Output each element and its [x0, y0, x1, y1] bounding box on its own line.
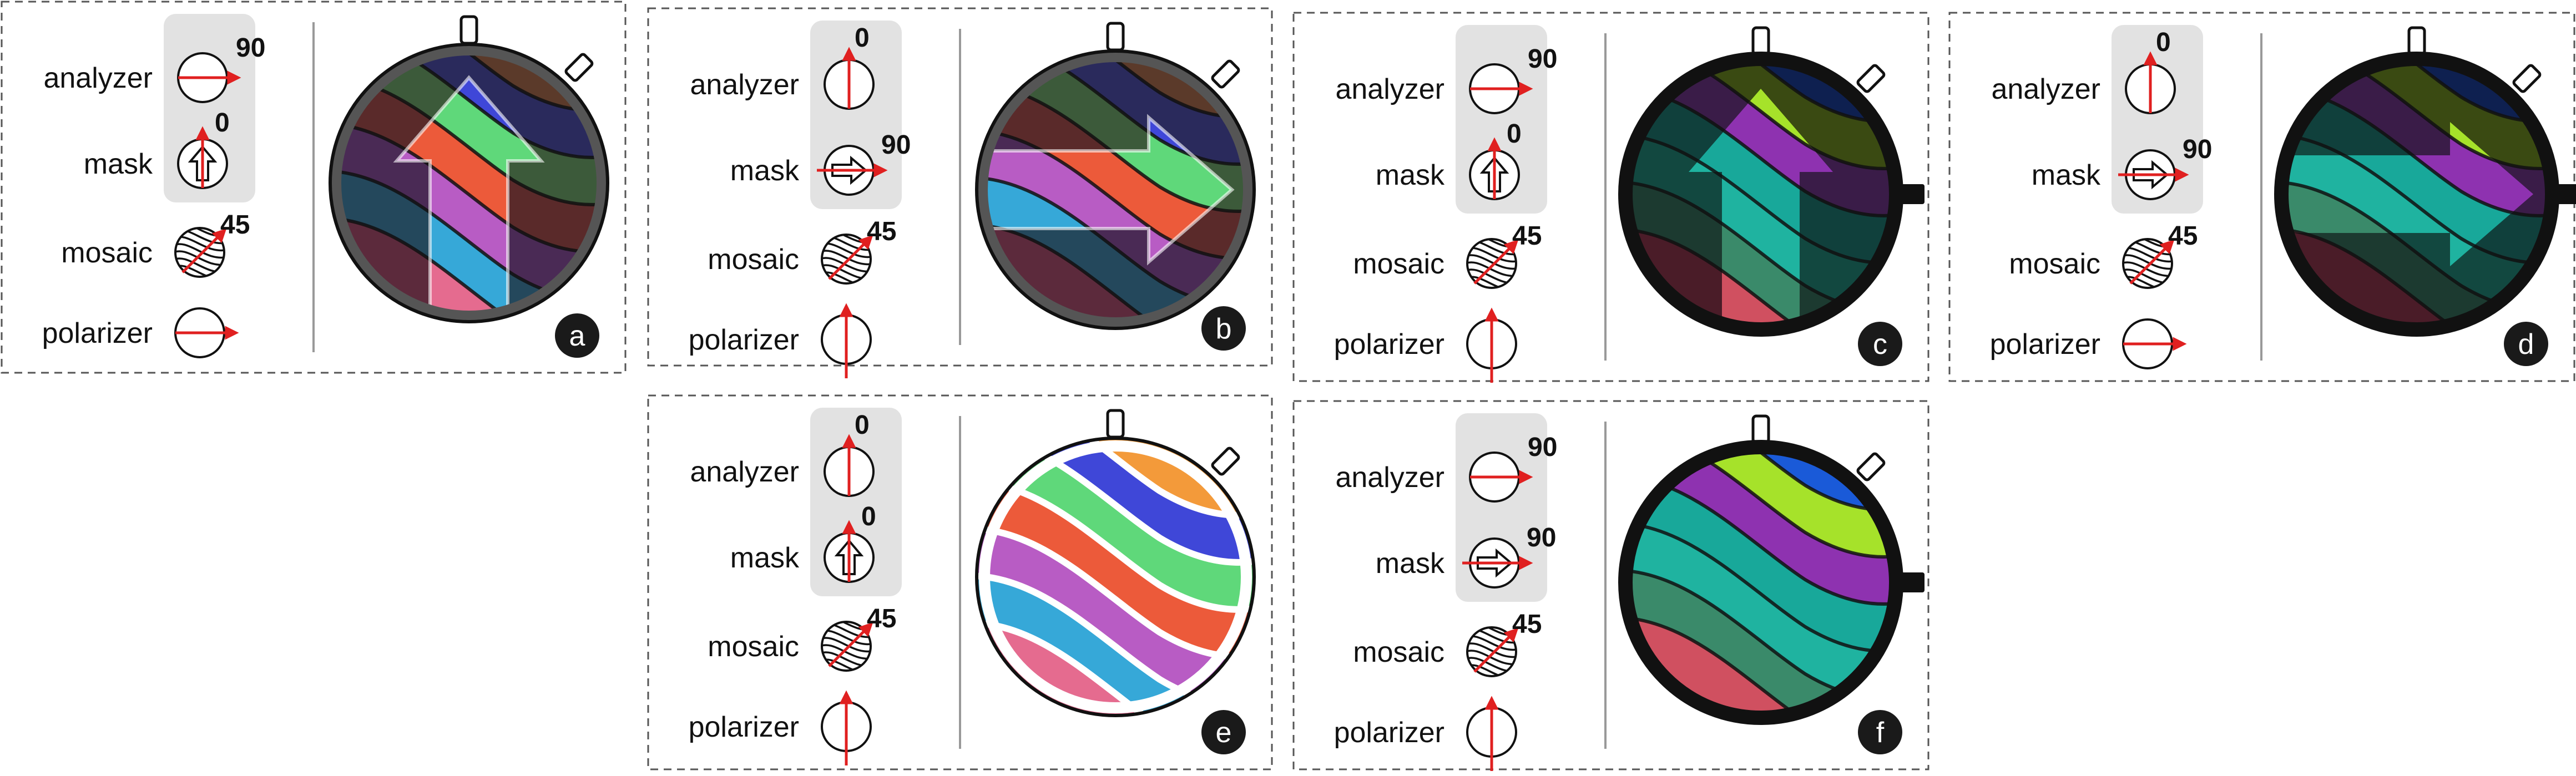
polarizer-label: polarizer: [689, 711, 799, 743]
mask-label: mask: [730, 155, 800, 187]
mosaic-angle: 45: [867, 217, 896, 246]
panel-f: analyzer mask mosaic polarizer 90 90 45 f: [1292, 400, 1930, 771]
analyzer-angle: 90: [1528, 433, 1557, 462]
panel-badge: [1201, 306, 1246, 351]
panel-frame: [1948, 12, 2575, 382]
polarizer-label: polarizer: [1990, 328, 2100, 361]
mask-angle: 0: [1507, 119, 1522, 149]
mosaic-angle: 45: [1512, 610, 1542, 639]
panel-d: analyzer mask mosaic polarizer 0 90 45 d: [1948, 12, 2576, 382]
mask-angle: 0: [215, 108, 230, 138]
mosaic-angle: 45: [220, 210, 250, 240]
mask-label: mask: [2032, 159, 2101, 191]
panel-frame: [1, 1, 627, 374]
mask-label: mask: [1376, 547, 1445, 580]
panel-frame: [1292, 400, 1930, 770]
panel-badge-letter: d: [2518, 328, 2534, 361]
panel-frame: [1292, 12, 1930, 382]
panel-badge-letter: f: [1876, 717, 1885, 749]
polarizer-label: polarizer: [42, 317, 153, 349]
mosaic-axis-arrow: [828, 622, 873, 667]
mask-label: mask: [730, 542, 800, 574]
mosaic-axis-arrow: [1473, 239, 1519, 285]
panel-a: analyzer mask mosaic polarizer 90 0 45 a: [1, 1, 627, 374]
mask-label: mask: [84, 148, 153, 180]
mosaic-label: mosaic: [1353, 636, 1444, 668]
analyzer-angle: 0: [855, 23, 870, 53]
mask-angle: 0: [861, 502, 876, 531]
mosaic-label: mosaic: [708, 244, 799, 276]
panel-c: analyzer mask mosaic polarizer 90 0 45 c: [1292, 12, 1930, 383]
analyzer-label: analyzer: [1991, 73, 2100, 105]
analyzer-angle: 0: [855, 410, 870, 440]
panel-frame: [647, 394, 1273, 770]
panel-frame: [647, 7, 1273, 367]
mosaic-label: mosaic: [1353, 248, 1444, 280]
panel-badge-letter: e: [1216, 717, 1232, 749]
panel-e: analyzer mask mosaic polarizer 0 0 45 e: [647, 394, 1273, 770]
polarizer-label: polarizer: [1334, 717, 1444, 749]
mosaic-label: mosaic: [61, 237, 153, 269]
mosaic-angle: 45: [867, 604, 896, 633]
panel-badge: [2504, 322, 2548, 366]
dial-view: [975, 437, 1256, 717]
mosaic-angle: 45: [2168, 221, 2198, 251]
analyzer-label: analyzer: [1335, 73, 1444, 105]
mask-label: mask: [1376, 159, 1445, 191]
polarizer-label: polarizer: [689, 324, 799, 356]
analyzer-angle: 0: [2156, 28, 2171, 57]
polarizer-label: polarizer: [1334, 328, 1444, 361]
panel-badge: [1858, 322, 1902, 366]
analyzer-angle: 90: [236, 33, 265, 63]
panel-badge-letter: c: [1873, 328, 1887, 361]
mosaic-axis-arrow: [828, 235, 873, 280]
panel-badge: [1201, 710, 1246, 754]
mosaic-angle: 45: [1512, 221, 1542, 251]
mosaic-label: mosaic: [2009, 248, 2100, 280]
mask-angle: 90: [1527, 523, 1556, 552]
mosaic-axis-arrow: [2129, 239, 2175, 285]
mosaic-label: mosaic: [708, 631, 799, 663]
analyzer-angle: 90: [1528, 44, 1557, 74]
panel-badge-letter: b: [1216, 313, 1232, 345]
panel-badge: [555, 313, 599, 358]
mosaic-axis-arrow: [1473, 627, 1519, 673]
mask-angle: 90: [881, 130, 911, 160]
analyzer-label: analyzer: [43, 62, 153, 94]
mask-angle: 90: [2183, 135, 2212, 164]
analyzer-label: analyzer: [1335, 461, 1444, 494]
analyzer-label: analyzer: [690, 69, 799, 101]
analyzer-label: analyzer: [690, 456, 799, 488]
panel-badge: [1858, 710, 1902, 754]
panel-b: analyzer mask mosaic polarizer 0 90 45 b: [647, 7, 1273, 378]
panel-badge-letter: a: [569, 320, 585, 352]
mosaic-axis-arrow: [181, 228, 227, 273]
dial: [975, 409, 1256, 717]
